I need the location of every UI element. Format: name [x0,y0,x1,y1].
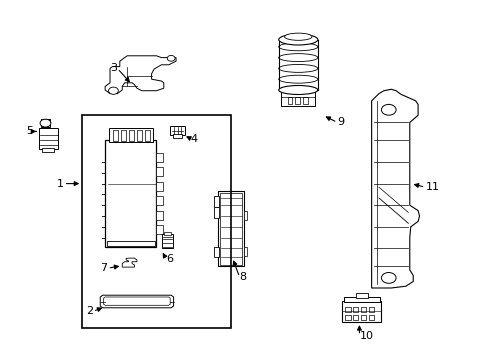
Ellipse shape [278,34,317,45]
Text: 6: 6 [166,254,173,264]
Bar [155,167,163,176]
Bar [41,148,54,152]
Text: 4: 4 [190,134,198,144]
Bar [144,130,149,141]
Bar [360,307,366,312]
Bar [220,193,242,265]
Bar [39,128,58,149]
Bar [108,128,152,142]
Bar [345,315,350,320]
Circle shape [40,119,51,127]
Bar [137,130,142,141]
Bar [41,119,50,127]
Bar [303,97,307,104]
Bar [368,307,373,312]
Bar [281,89,315,106]
Bar [155,196,163,205]
Bar [213,207,218,218]
Text: 9: 9 [337,117,344,127]
Bar [129,130,134,141]
Polygon shape [103,297,170,305]
Polygon shape [122,258,137,267]
Bar [172,134,182,138]
Bar [170,126,184,135]
Bar [343,297,379,302]
Circle shape [381,104,395,115]
Bar [217,191,244,266]
Polygon shape [371,89,419,288]
Bar [352,315,358,320]
Bar [162,234,173,248]
Circle shape [381,273,395,283]
Bar [213,247,218,257]
Bar [155,153,163,162]
Bar [121,130,126,141]
Bar [360,315,366,320]
Circle shape [108,87,118,94]
Bar [295,97,300,104]
Bar [155,182,163,191]
Text: 10: 10 [359,330,373,341]
Text: 3: 3 [110,63,117,73]
Text: 5: 5 [26,126,33,136]
Polygon shape [100,295,173,308]
Bar [355,293,367,298]
Ellipse shape [284,33,311,40]
Bar [113,130,118,141]
Bar [105,140,156,247]
Polygon shape [105,56,176,94]
Bar [368,315,373,320]
Bar [82,115,231,328]
Bar [213,196,218,207]
Bar [342,301,381,322]
Bar [287,97,292,104]
Circle shape [167,55,175,61]
Bar [106,241,154,246]
Bar [243,247,247,256]
Bar [155,211,163,220]
Text: 7: 7 [100,263,107,273]
Bar [155,225,163,234]
Text: 1: 1 [57,179,63,189]
Bar [164,232,171,235]
Ellipse shape [278,85,317,94]
Text: 11: 11 [425,182,439,192]
Text: 8: 8 [239,272,246,282]
Bar [243,211,247,220]
Bar [345,307,350,312]
Bar [352,307,358,312]
Text: 2: 2 [85,306,93,316]
